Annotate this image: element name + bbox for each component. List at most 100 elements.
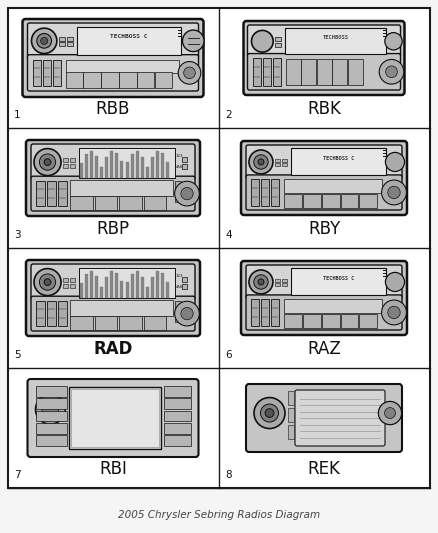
FancyBboxPatch shape (247, 53, 400, 90)
Text: 456: 456 (176, 285, 183, 289)
Circle shape (381, 300, 406, 325)
Circle shape (261, 404, 279, 422)
Text: RAD: RAD (93, 340, 133, 358)
FancyBboxPatch shape (241, 261, 407, 335)
Bar (275, 43, 281, 47)
Text: 2005 Chrysler Sebring Radios Diagram: 2005 Chrysler Sebring Radios Diagram (118, 510, 320, 520)
Circle shape (254, 398, 285, 429)
FancyBboxPatch shape (247, 25, 400, 58)
Circle shape (379, 60, 404, 84)
Circle shape (37, 34, 52, 48)
Bar (348, 59, 363, 85)
Bar (35, 386, 67, 397)
Bar (156, 151, 159, 178)
Bar (95, 156, 98, 178)
Circle shape (254, 275, 268, 289)
Bar (288, 408, 294, 422)
Bar (271, 299, 279, 326)
Bar (119, 72, 137, 88)
Circle shape (44, 159, 51, 165)
Bar (161, 153, 164, 178)
Bar (35, 423, 67, 433)
FancyBboxPatch shape (31, 176, 195, 211)
Bar (284, 314, 302, 328)
Bar (282, 279, 287, 282)
Bar (79, 148, 175, 178)
Bar (303, 314, 321, 328)
Text: TECHBOSS C: TECHBOSS C (323, 276, 354, 281)
Bar (286, 59, 300, 85)
Circle shape (251, 30, 273, 52)
Bar (126, 163, 128, 178)
Bar (70, 158, 75, 161)
Bar (175, 312, 181, 322)
Bar (105, 157, 108, 178)
Bar (182, 284, 187, 289)
Bar (115, 273, 118, 298)
Bar (120, 281, 124, 298)
Bar (275, 279, 280, 282)
Bar (285, 28, 385, 53)
Text: RBK: RBK (307, 100, 341, 118)
Circle shape (175, 301, 199, 326)
Bar (288, 425, 294, 439)
Bar (275, 159, 280, 162)
Bar (67, 37, 73, 41)
Bar (151, 277, 154, 298)
FancyBboxPatch shape (295, 390, 385, 446)
Bar (119, 316, 142, 330)
Bar (35, 435, 67, 446)
Circle shape (44, 279, 51, 286)
Text: REK: REK (307, 460, 340, 478)
Bar (35, 410, 67, 421)
Bar (35, 398, 67, 409)
FancyBboxPatch shape (244, 21, 405, 95)
Bar (90, 271, 93, 298)
Bar (166, 161, 169, 178)
Bar (175, 181, 181, 191)
Circle shape (34, 149, 61, 176)
Bar (146, 167, 149, 178)
Bar (42, 60, 50, 86)
Bar (262, 58, 271, 86)
FancyBboxPatch shape (246, 175, 402, 210)
FancyBboxPatch shape (31, 264, 195, 300)
Bar (251, 179, 259, 206)
Bar (275, 163, 280, 166)
Bar (36, 181, 45, 206)
Bar (146, 287, 149, 298)
Bar (80, 163, 83, 178)
Bar (110, 151, 113, 178)
Circle shape (178, 61, 201, 84)
Circle shape (181, 188, 193, 200)
Bar (332, 59, 347, 85)
Bar (53, 60, 60, 86)
Bar (317, 59, 332, 85)
FancyBboxPatch shape (246, 295, 402, 330)
Circle shape (385, 408, 396, 418)
Bar (271, 179, 279, 206)
Circle shape (385, 33, 402, 50)
Bar (182, 277, 187, 282)
FancyBboxPatch shape (31, 296, 195, 331)
Bar (110, 271, 113, 298)
Circle shape (32, 28, 57, 53)
Text: 123: 123 (176, 274, 184, 278)
Circle shape (259, 38, 265, 44)
FancyBboxPatch shape (26, 140, 200, 216)
Bar (175, 192, 181, 203)
Bar (66, 60, 179, 72)
Bar (70, 278, 75, 281)
FancyBboxPatch shape (28, 55, 198, 91)
Bar (161, 273, 164, 298)
Circle shape (258, 279, 264, 285)
Bar (282, 283, 287, 286)
Bar (90, 151, 93, 178)
Text: TECHBOSS C: TECHBOSS C (323, 156, 354, 161)
Bar (95, 196, 117, 210)
Bar (182, 157, 187, 162)
Bar (303, 195, 321, 208)
Circle shape (258, 159, 264, 165)
FancyBboxPatch shape (241, 141, 407, 215)
Bar (251, 299, 259, 326)
